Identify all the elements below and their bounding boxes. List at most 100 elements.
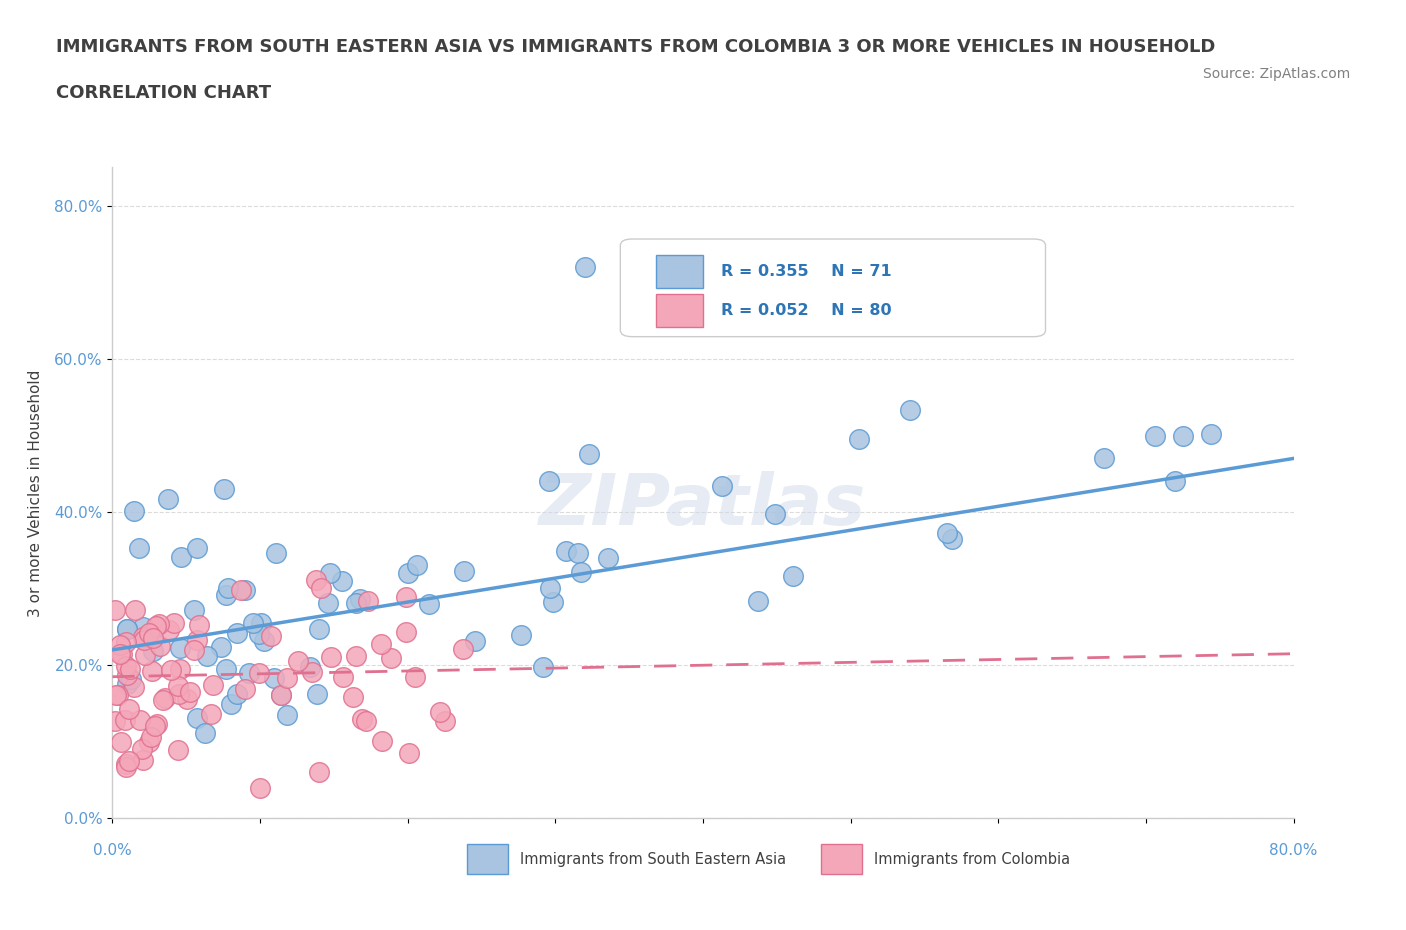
Point [134,632,156,647]
Point [153,690,176,705]
Point [344,648,367,663]
Point [183,603,205,618]
Point [332,670,354,684]
Text: 0.0%: 0.0% [93,844,132,858]
Point [395,625,418,640]
Point [107,688,129,703]
Point [167,686,190,701]
Point [163,616,186,631]
Point [276,671,298,685]
Point [134,647,156,662]
Text: ZIPatlas: ZIPatlas [540,472,866,540]
Point [195,649,218,664]
Point [598,551,620,565]
Point [900,403,922,418]
Point [538,473,561,488]
Point [941,531,963,546]
Point [276,707,298,722]
Point [117,621,138,636]
Bar [821,844,862,874]
Point [131,741,153,756]
Text: Source: ZipAtlas.com: Source: ZipAtlas.com [1202,67,1350,82]
Point [179,684,201,699]
Point [233,682,256,697]
Text: 80.0%: 80.0% [1270,844,1317,858]
Point [936,525,959,540]
Point [848,432,870,446]
Point [114,756,136,771]
Point [169,641,191,656]
Point [711,479,734,494]
Point [111,646,134,661]
Point [114,712,136,727]
Point [209,640,232,655]
Point [319,565,342,580]
Point [578,446,600,461]
Point [229,583,252,598]
Point [270,687,292,702]
Point [215,588,238,603]
Point [124,503,146,518]
Point [169,661,191,676]
Y-axis label: 3 or more Vehicles in Household: 3 or more Vehicles in Household [28,369,44,617]
Point [120,671,142,686]
Bar [655,256,703,288]
Point [350,711,373,726]
Point [308,765,330,780]
Text: R = 0.355    N = 71: R = 0.355 N = 71 [721,264,891,279]
Point [186,633,208,648]
Point [131,752,153,767]
Point [252,633,274,648]
Point [225,625,247,640]
Point [451,642,474,657]
Point [344,595,367,610]
Point [219,697,242,711]
Point [170,550,193,565]
Point [122,680,145,695]
Point [1092,450,1115,465]
Point [531,659,554,674]
Point [166,743,188,758]
Point [202,678,225,693]
Point [104,687,127,702]
Point [349,591,371,606]
Point [406,557,429,572]
Point [156,492,179,507]
Point [264,546,287,561]
Text: CORRELATION CHART: CORRELATION CHART [56,84,271,102]
Point [301,665,323,680]
Text: R = 0.052    N = 80: R = 0.052 N = 80 [721,303,891,318]
Point [395,590,418,604]
Point [118,754,141,769]
Point [509,627,531,642]
Point [464,633,486,648]
Point [404,670,426,684]
Point [309,581,332,596]
Text: IMMIGRANTS FROM SOUTH EASTERN ASIA VS IMMIGRANTS FROM COLOMBIA 3 OR MORE VEHICLE: IMMIGRANTS FROM SOUTH EASTERN ASIA VS IM… [56,37,1216,56]
Point [567,545,589,560]
Point [543,594,565,609]
Bar [467,844,508,874]
Point [260,628,283,643]
Point [238,665,260,680]
Point [370,636,392,651]
Point [453,564,475,578]
Point [114,634,136,649]
Point [145,618,167,633]
Point [183,642,205,657]
Point [270,687,292,702]
Point [120,661,142,676]
Point [342,690,364,705]
Point [554,544,576,559]
Point [131,619,153,634]
Point [307,687,329,702]
Point [299,660,322,675]
Point [316,595,339,610]
Point [1144,429,1167,444]
Point [308,621,330,636]
Point [398,745,420,760]
Point [1164,474,1187,489]
Point [138,735,160,750]
Point [176,691,198,706]
Point [538,581,561,596]
